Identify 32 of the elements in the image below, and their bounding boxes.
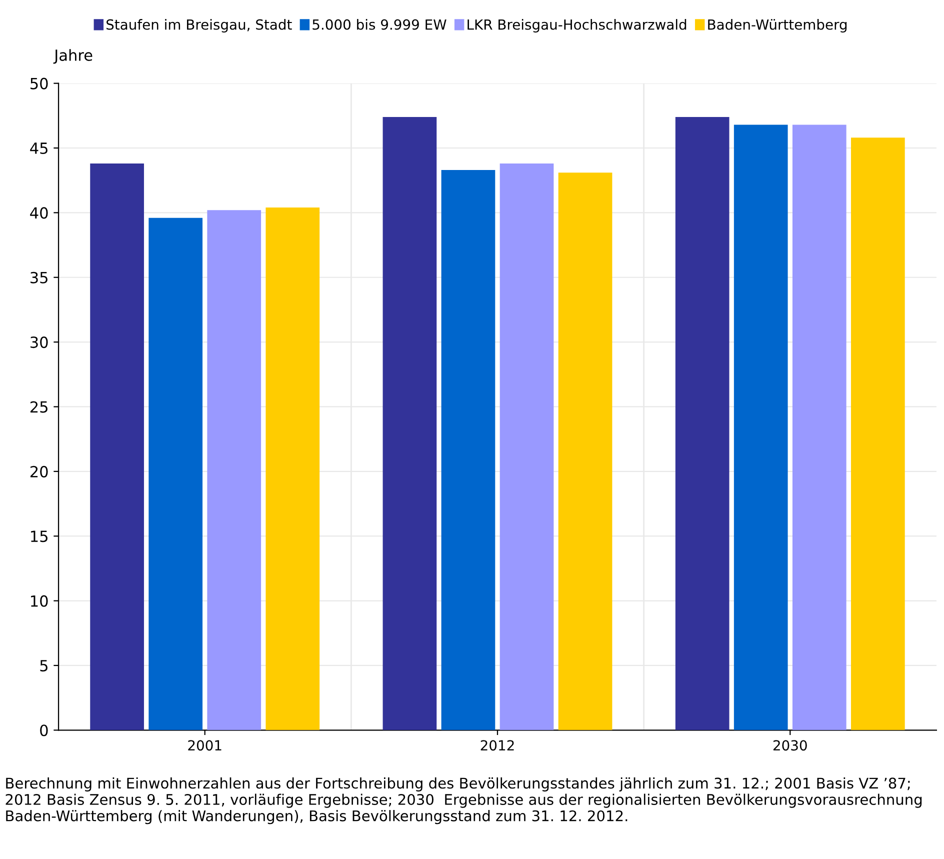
bar	[792, 124, 846, 730]
text: Berechnung mit Einwohnerzahlen aus der Fortschreibung des Bevölkerungsstandes jährlich zum 31. 12.; 2001 Basis VZ ’87; 2012 Basis Zensus 9. 5. 2011, vorläufige Ergebnisse; 2030 Ergebnisse aus der regionalisierten Bevölkerungsvorausrechnung Baden-Württemberg (mit Wanderungen), Basis Bevölkerungsstand zum 31. 12. 2012.	[6, 777, 922, 824]
x-tick-label: 2030	[773, 740, 807, 751]
y-tick-label: 25	[30, 401, 48, 413]
legend-label: Baden-Württemberg	[708, 19, 847, 32]
bar	[441, 170, 496, 730]
bar	[266, 208, 320, 730]
y-tick-label: 45	[30, 142, 48, 154]
bar	[500, 164, 554, 730]
y-tick-label: 5	[40, 660, 48, 672]
bar	[850, 138, 905, 730]
y-axis-title: Jahre	[53, 49, 92, 64]
y-tick-label: 35	[30, 272, 48, 284]
legend-label: 5.000 bis 9.999 EW	[312, 19, 446, 30]
x-tick-label: 2001	[188, 740, 222, 751]
y-tick-label: 50	[30, 78, 48, 90]
y-tick-label: 20	[30, 466, 48, 478]
bar	[382, 116, 437, 730]
bar	[734, 124, 788, 730]
bar	[558, 172, 612, 730]
legend-label: Staufen im Breisgau, Stadt	[106, 19, 292, 32]
y-tick-label: 0	[40, 724, 48, 736]
y-tick-label: 30	[30, 336, 48, 348]
x-tick-label: 2012	[480, 740, 514, 751]
y-tick-label: 10	[31, 595, 48, 607]
bar	[207, 210, 262, 730]
legend-label: LKR Breisgau-Hochschwarzwald	[468, 19, 686, 32]
bar	[675, 116, 730, 730]
bar	[148, 218, 203, 730]
y-tick-label: 40	[30, 207, 48, 219]
bar	[90, 164, 144, 730]
y-tick-label: 15	[31, 530, 48, 542]
